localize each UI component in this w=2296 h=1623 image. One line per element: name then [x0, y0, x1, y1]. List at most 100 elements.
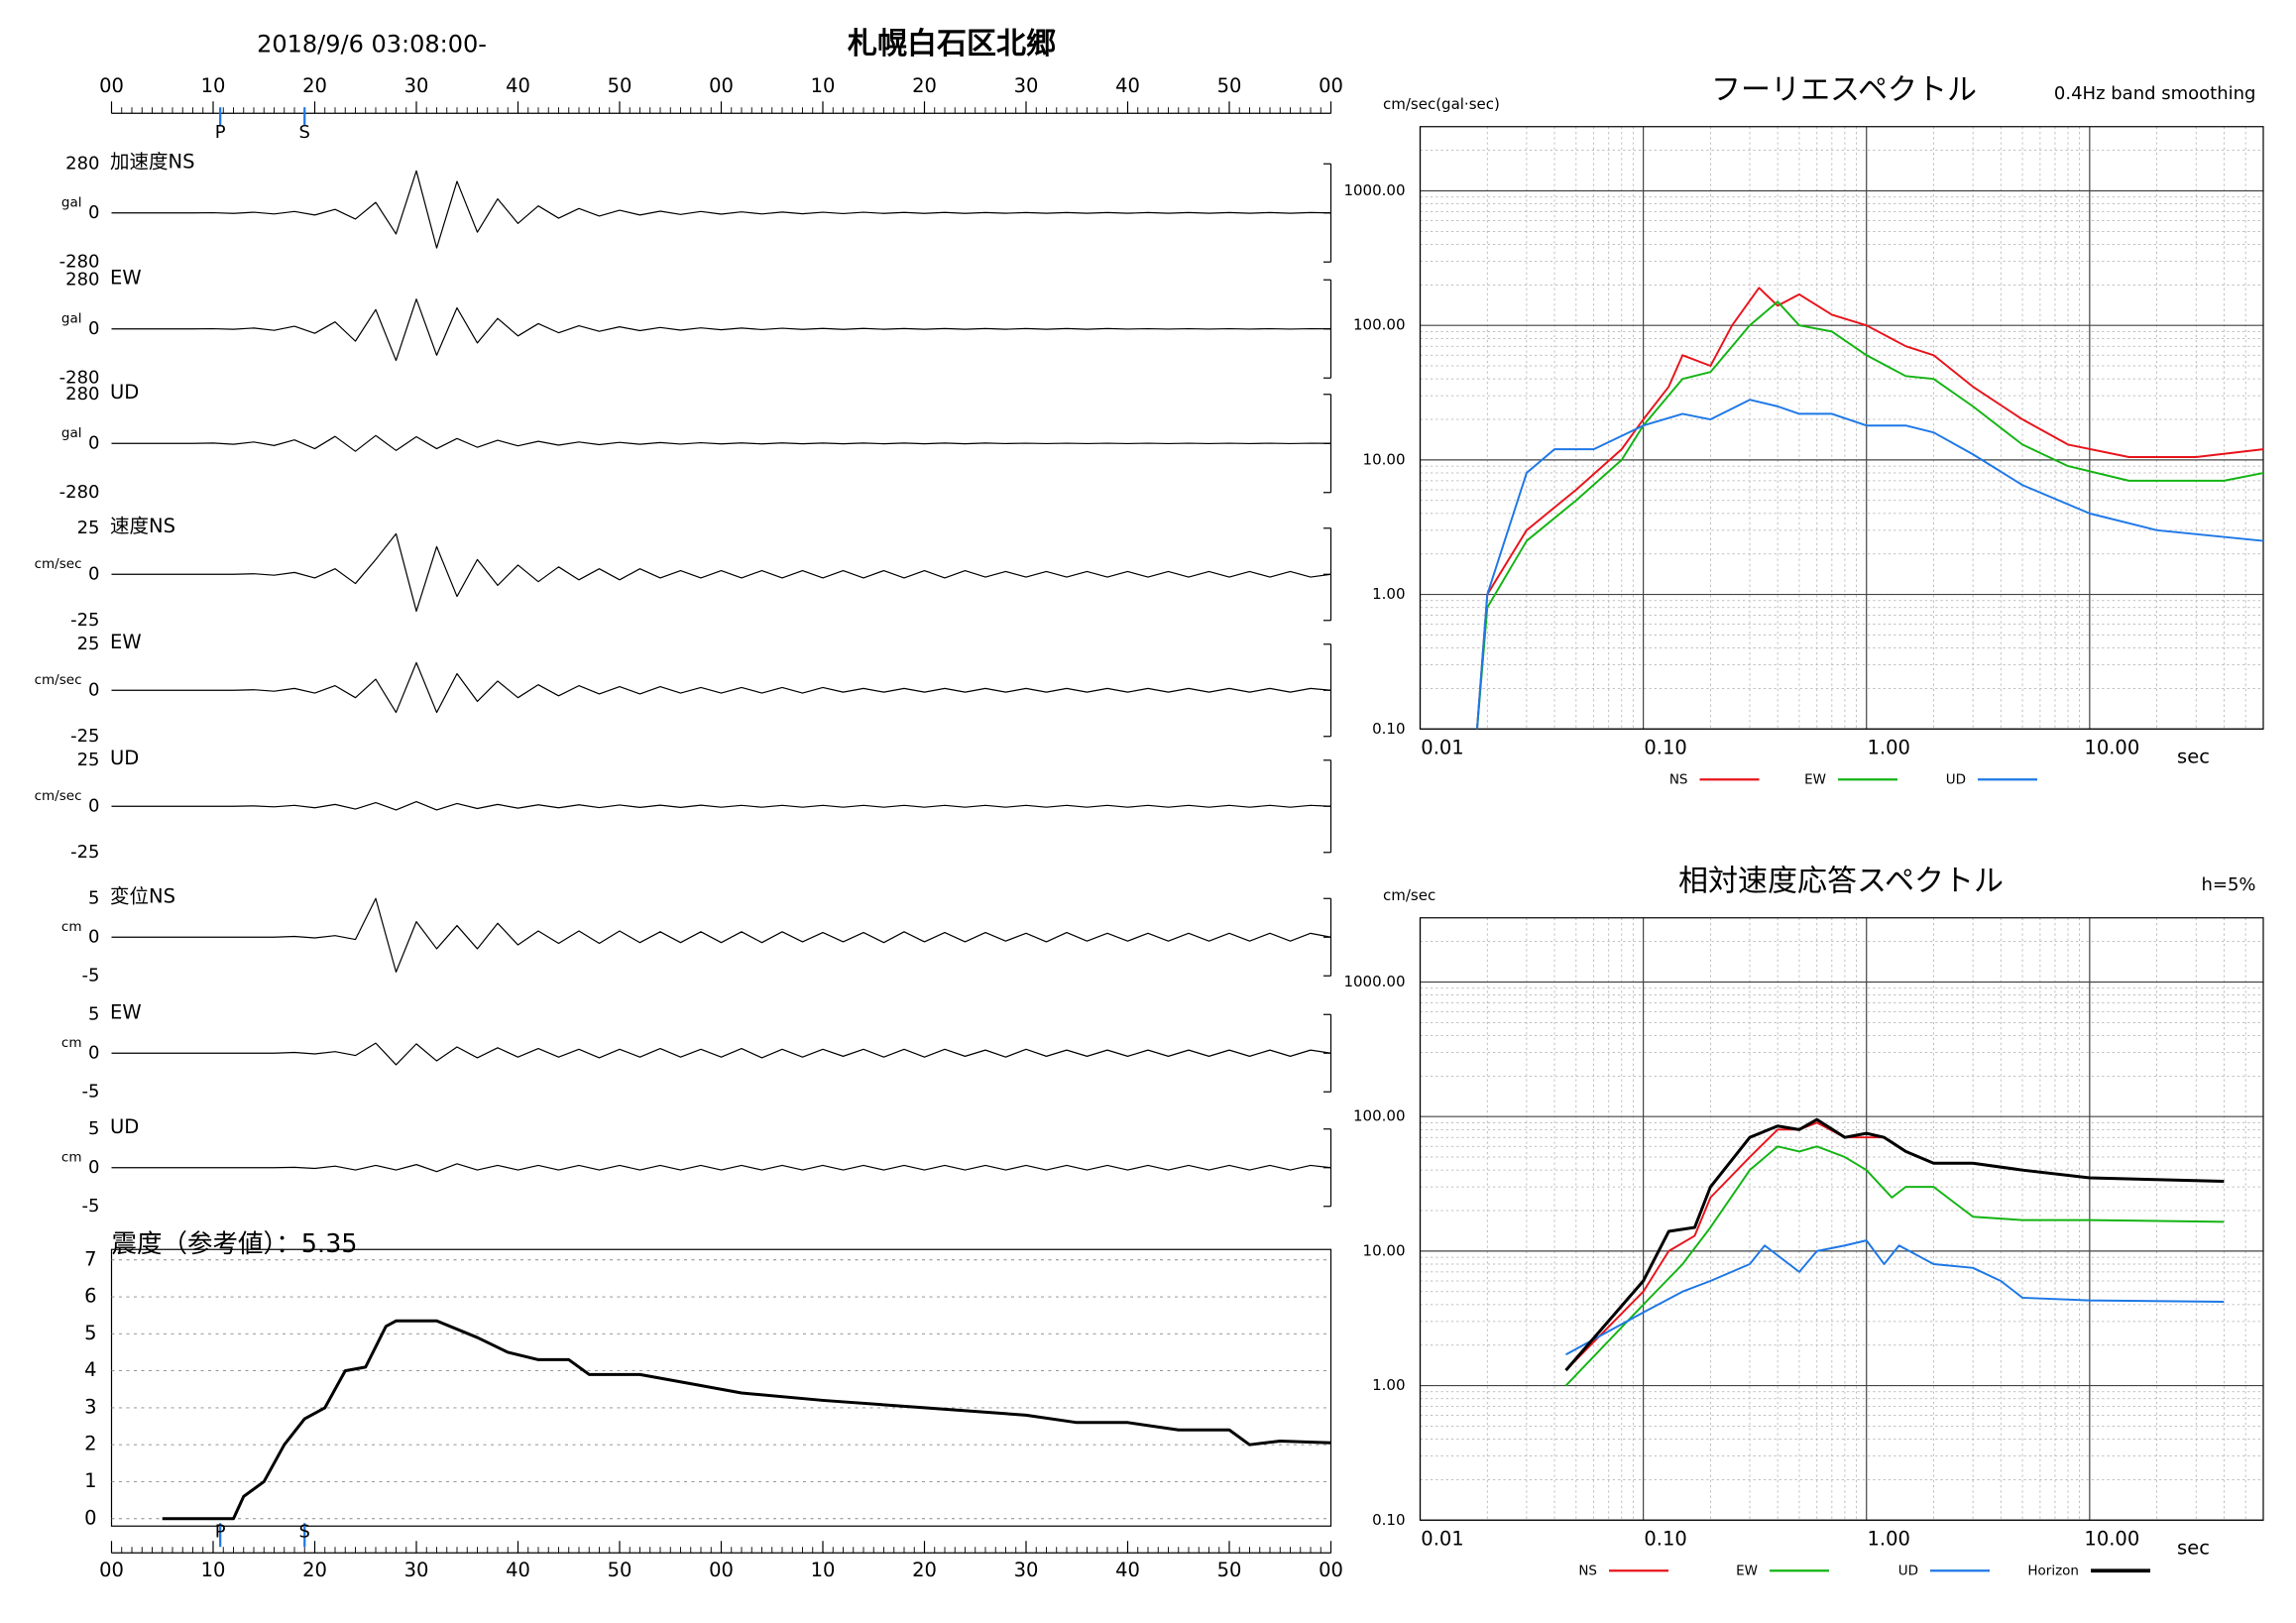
x-tick-label: 0.10	[1644, 1527, 1686, 1550]
amplitude-tick-label: -280	[59, 251, 100, 272]
waveform	[111, 1163, 1331, 1173]
time-tick-label: 20	[912, 1559, 937, 1581]
chart-subtitle: h=5%	[2201, 874, 2255, 895]
amplitude-tick-label: 0	[88, 432, 99, 453]
unit-label: gal	[61, 194, 82, 210]
unit-label: cm/sec	[35, 672, 82, 688]
amplitude-tick-label: 280	[65, 269, 99, 290]
time-tick-label: 30	[1014, 74, 1039, 97]
amplitude-tick-label: -25	[70, 610, 99, 631]
time-tick-label: 20	[302, 74, 327, 97]
amplitude-tick-label: 0	[88, 202, 99, 223]
time-tick-label: 00	[709, 74, 734, 97]
amplitude-tick-label: -5	[82, 1081, 100, 1101]
amplitude-tick-label: -25	[70, 726, 99, 747]
spectrum-line	[1475, 399, 2264, 730]
legend-label: EW	[1736, 1563, 1758, 1578]
time-tick-label: 00	[99, 74, 124, 97]
time-tick-label: 30	[1014, 1559, 1039, 1581]
spectrum-line	[1565, 1239, 2225, 1356]
time-tick-label: 10	[201, 74, 226, 97]
legend-label: NS	[1578, 1563, 1597, 1578]
amplitude-tick-label: 0	[88, 795, 99, 816]
station-title: 札幌白石区北郷	[848, 27, 1056, 61]
amplitude-tick-label: -25	[70, 842, 99, 863]
intensity-line	[162, 1319, 1331, 1521]
plot-frame	[1419, 126, 2264, 730]
time-tick-label: 50	[608, 74, 632, 97]
phase-label: S	[299, 1521, 310, 1542]
x-tick-label: 1.00	[1868, 736, 1910, 758]
waveform	[111, 170, 1331, 249]
intensity-tick-label: 6	[84, 1285, 96, 1308]
y-tick-label: 10.00	[1363, 450, 1406, 468]
time-tick-label: 50	[1217, 74, 1242, 97]
amplitude-tick-label: 0	[88, 318, 99, 339]
x-tick-label: 10.00	[2084, 1527, 2139, 1550]
time-tick-label: 00	[709, 1559, 734, 1581]
waveform	[111, 1042, 1331, 1066]
y-tick-label: 100.00	[1353, 1107, 1406, 1125]
header-time: 2018/9/6 03:08:00-	[257, 30, 487, 58]
waveform	[111, 298, 1331, 362]
component-label: 速度NS	[110, 515, 175, 537]
waveform	[111, 800, 1331, 811]
unit-label: cm	[61, 1149, 82, 1165]
amplitude-tick-label: 0	[88, 1042, 99, 1063]
component-label: 変位NS	[110, 884, 175, 907]
amplitude-tick-label: 0	[88, 563, 99, 584]
component-label: 加速度NS	[110, 150, 194, 173]
plot-frame	[1419, 917, 2264, 1521]
spectrum-line	[1564, 1121, 2225, 1371]
amplitude-tick-label: 280	[65, 384, 99, 405]
legend-label: NS	[1669, 771, 1688, 787]
time-tick-label: 20	[302, 1559, 327, 1581]
time-tick-label: 10	[811, 74, 836, 97]
legend-label: Horizon	[2027, 1563, 2079, 1578]
y-tick-label: 0.10	[1372, 720, 1405, 738]
x-axis-label: sec	[2177, 745, 2210, 767]
unit-label: cm/sec	[35, 788, 82, 804]
time-tick-label: 40	[506, 74, 530, 97]
amplitude-tick-label: -280	[59, 367, 100, 388]
intensity-tick-label: 7	[84, 1247, 96, 1270]
time-tick-label: 30	[404, 74, 429, 97]
x-tick-label: 0.10	[1644, 736, 1686, 758]
unit-label: cm	[61, 1035, 82, 1051]
component-label: EW	[110, 631, 142, 653]
unit-label: gal	[61, 425, 82, 441]
time-tick-label: 20	[912, 74, 937, 97]
y-axis-label: cm/sec(gal·sec)	[1383, 95, 1500, 113]
unit-label: cm/sec	[35, 556, 82, 572]
unit-label: cm	[61, 919, 82, 935]
amplitude-tick-label: 5	[88, 1118, 99, 1139]
waveform	[111, 897, 1331, 973]
chart-title: 相対速度応答スペクトル	[1678, 864, 2004, 898]
component-label: UD	[110, 1115, 139, 1138]
y-axis-label: cm/sec	[1383, 886, 1435, 904]
phase-label: S	[299, 122, 310, 143]
waveform	[111, 661, 1331, 714]
component-label: EW	[110, 1000, 142, 1023]
y-tick-label: 1000.00	[1343, 973, 1405, 990]
phase-label: P	[215, 122, 226, 143]
intensity-title: 震度（参考値）：5.35	[112, 1229, 358, 1259]
intensity-tick-label: 0	[84, 1506, 96, 1529]
y-tick-label: 0.10	[1372, 1511, 1405, 1529]
legend-label: UD	[1898, 1563, 1918, 1578]
unit-label: gal	[61, 310, 82, 326]
time-tick-label: 40	[506, 1559, 530, 1581]
x-tick-label: 10.00	[2084, 736, 2139, 758]
time-tick-label: 40	[1115, 74, 1140, 97]
amplitude-tick-label: -280	[59, 482, 100, 503]
y-tick-label: 1.00	[1372, 585, 1405, 603]
y-tick-label: 1000.00	[1343, 181, 1405, 199]
component-label: UD	[110, 381, 139, 404]
time-tick-label: 50	[1217, 1559, 1242, 1581]
chart-title: フーリエスペクトル	[1711, 72, 1977, 107]
component-label: EW	[110, 266, 142, 289]
spectrum-line	[1475, 300, 2264, 730]
spectrum-line	[1564, 1145, 2225, 1387]
time-tick-label: 10	[811, 1559, 836, 1581]
